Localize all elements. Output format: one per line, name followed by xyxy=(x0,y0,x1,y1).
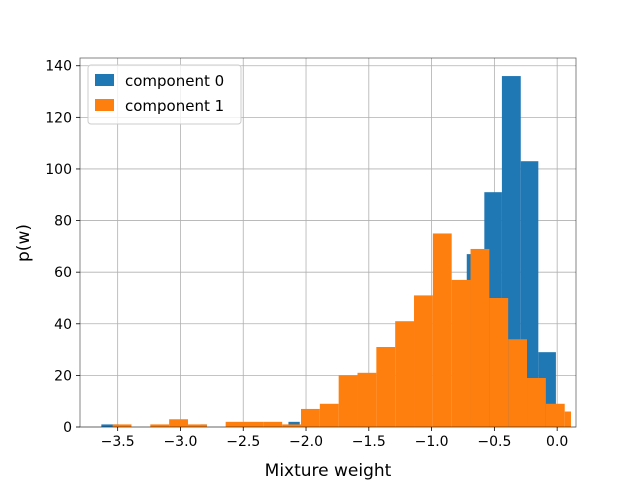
plot-frame xyxy=(79,57,577,428)
axis-ticks: −3.5 −3.0 −2.5 −2.0 −1.5 −1.0 −0.5 0.0 0 20 40 60 80… xyxy=(45,59,568,450)
x-tick-label: −3.0 xyxy=(163,434,197,450)
series-component-1 xyxy=(112,233,571,427)
legend-label-component-0: component 0 xyxy=(125,72,224,90)
y-tick-label: 120 xyxy=(45,110,72,126)
histogram-bar xyxy=(244,421,264,427)
histogram-bar xyxy=(470,248,490,427)
histogram-bar xyxy=(338,375,358,427)
histogram-bar xyxy=(101,424,119,427)
histogram-bar xyxy=(508,339,528,427)
y-tick-label: 0 xyxy=(63,420,72,436)
histogram-bar xyxy=(564,411,571,427)
histogram-bar xyxy=(263,421,283,427)
y-tick-label: 140 xyxy=(45,59,72,75)
histogram-bar xyxy=(169,419,188,427)
x-tick-label: 0.0 xyxy=(546,434,568,450)
legend-box xyxy=(87,64,242,125)
histogram-bar xyxy=(357,372,377,427)
x-axis-label: Mixture weight xyxy=(265,461,392,480)
histogram-bar xyxy=(376,347,396,427)
histogram-bar xyxy=(187,424,207,427)
y-tick-label: 80 xyxy=(54,214,72,230)
y-tick-label: 20 xyxy=(54,368,72,384)
legend-label-component-1: component 1 xyxy=(125,97,224,115)
y-axis-label: p(w) xyxy=(14,224,34,262)
histogram-bar xyxy=(527,377,546,427)
histogram-bar xyxy=(414,295,433,427)
y-tick-label: 40 xyxy=(54,317,72,333)
histogram-bar xyxy=(395,321,415,427)
x-tick-label: −0.5 xyxy=(477,434,511,450)
histogram-bar xyxy=(545,403,565,427)
x-tick-label: −2.0 xyxy=(289,434,323,450)
y-tick-label: 100 xyxy=(45,162,72,178)
legend-swatch-component-1 xyxy=(95,99,114,111)
x-tick-label: −1.0 xyxy=(415,434,449,450)
histogram-bar xyxy=(150,424,170,427)
x-tick-label: −2.5 xyxy=(226,434,260,450)
histogram-bar xyxy=(225,421,245,427)
histogram-bar xyxy=(319,403,339,427)
histogram-bar xyxy=(112,424,132,427)
x-tick-label: −3.5 xyxy=(101,434,135,450)
x-tick-label: −1.5 xyxy=(352,434,386,450)
histogram-bar xyxy=(282,424,302,427)
histogram-bar xyxy=(489,297,509,427)
histogram-bar xyxy=(451,279,471,427)
legend-swatch-component-0 xyxy=(95,74,114,86)
histogram-bar xyxy=(432,233,452,427)
legend: component 0 component 1 xyxy=(87,64,242,125)
bars xyxy=(101,76,571,428)
histogram-bar xyxy=(301,408,320,427)
y-tick-label: 60 xyxy=(54,265,72,281)
